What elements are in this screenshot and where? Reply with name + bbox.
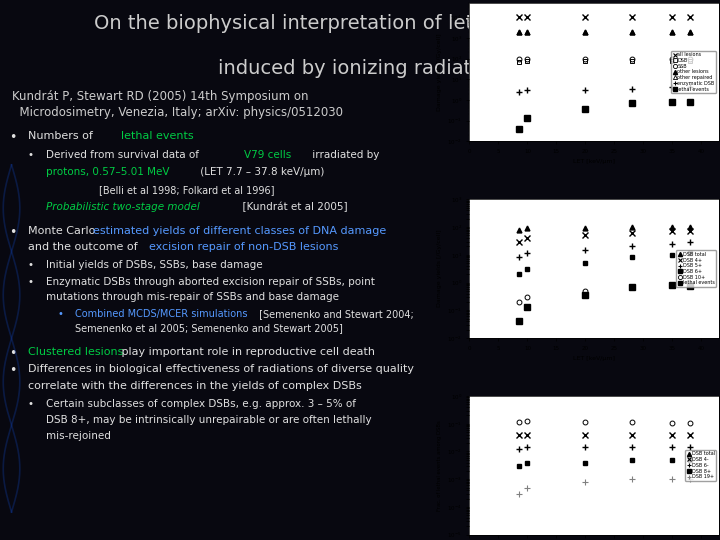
Text: •: • [28,399,34,409]
Text: Enzymatic DSBs through aborted excision repair of SSBs, point: Enzymatic DSBs through aborted excision … [46,276,375,287]
Legend: DSB total, DSB 4-, DSB 6-, DSB 8+, DSB 19+: DSB total, DSB 4-, DSB 6-, DSB 8+, DSB 1… [685,450,716,481]
Text: play important role in reproductive cell death: play important role in reproductive cell… [118,347,375,357]
Text: Derived from survival data of: Derived from survival data of [46,150,202,159]
Text: Probabilistic two-stage model: Probabilistic two-stage model [46,202,200,212]
Text: irradiated by: irradiated by [309,150,382,159]
Legend: all lesions, DSB, SSB, other lesions, other repaired, enzymatic DSB, lethal even: all lesions, DSB, SSB, other lesions, ot… [671,51,716,93]
Text: [Kundrát et al 2005]: [Kundrát et al 2005] [236,202,348,212]
Text: Initial yields of DSBs, SSBs, base damage: Initial yields of DSBs, SSBs, base damag… [46,260,263,271]
Text: •: • [9,131,17,144]
Text: [Belli et al 1998; Folkard et al 1996]: [Belli et al 1998; Folkard et al 1996] [99,185,274,195]
Text: induced by ionizing radiation: induced by ionizing radiation [218,59,502,78]
Text: protons, 0.57–5.01 MeV: protons, 0.57–5.01 MeV [46,167,170,177]
Y-axis label: Damage yields [/Gy/cell]: Damage yields [/Gy/cell] [437,33,442,111]
Text: mis-rejoined: mis-rejoined [46,431,111,441]
Text: •: • [9,226,17,239]
Text: Monte Carlo: Monte Carlo [28,226,99,236]
Text: and the outcome of: and the outcome of [28,242,141,252]
Text: •: • [9,364,17,377]
Legend: DSB total, DSB 4+, DSB 5+, DSB 6+, DSB 10+, lethal events: DSB total, DSB 4+, DSB 5+, DSB 6+, DSB 1… [677,251,716,287]
Text: excision repair of non-DSB lesions: excision repair of non-DSB lesions [149,242,338,252]
X-axis label: LET [keV/μm]: LET [keV/μm] [573,159,615,164]
Text: lethal events: lethal events [120,131,193,141]
Y-axis label: Damage yields [/Gy/cell]: Damage yields [/Gy/cell] [437,230,442,307]
Text: correlate with the differences in the yields of complex DSBs: correlate with the differences in the yi… [28,381,361,391]
Text: Combined MCDS/MCER simulations: Combined MCDS/MCER simulations [75,309,248,319]
Text: Semenenko et al 2005; Semenenko and Stewart 2005]: Semenenko et al 2005; Semenenko and Stew… [75,323,343,334]
Text: Certain subclasses of complex DSBs, e.g. approx. 3 – 5% of: Certain subclasses of complex DSBs, e.g.… [46,399,356,409]
Text: Microdosimetry, Venezia, Italy; arXiv: physics/0512030: Microdosimetry, Venezia, Italy; arXiv: p… [12,106,343,119]
Text: •: • [28,276,34,287]
Text: •: • [58,309,63,319]
Y-axis label: Frac. of lethal events among DSBs: Frac. of lethal events among DSBs [437,420,441,511]
Text: •: • [9,347,17,361]
Text: DSB 8+, may be intrinsically unrepairable or are often lethally: DSB 8+, may be intrinsically unrepairabl… [46,415,372,425]
Text: V79 cells: V79 cells [244,150,292,159]
Text: estimated yields of different classes of DNA damage: estimated yields of different classes of… [93,226,387,236]
Text: Numbers of: Numbers of [28,131,96,141]
Text: mutations through mis-repair of SSBs and base damage: mutations through mis-repair of SSBs and… [46,293,339,302]
Text: Kundrát P, Stewart RD (2005) 14th Symposium on: Kundrát P, Stewart RD (2005) 14th Sympos… [12,91,308,104]
Text: •: • [28,260,34,271]
Text: Differences in biological effectiveness of radiations of diverse quality: Differences in biological effectiveness … [28,364,414,374]
Text: (LET 7.7 – 37.8 keV/μm): (LET 7.7 – 37.8 keV/μm) [197,167,324,177]
Text: Clustered lesions: Clustered lesions [28,347,123,357]
Text: On the biophysical interpretation of lethal DNA lesions: On the biophysical interpretation of let… [94,14,626,33]
X-axis label: LET [keV/μm]: LET [keV/μm] [573,356,615,361]
Text: [Semenenko and Stewart 2004;: [Semenenko and Stewart 2004; [256,309,414,319]
Text: •: • [28,150,34,159]
